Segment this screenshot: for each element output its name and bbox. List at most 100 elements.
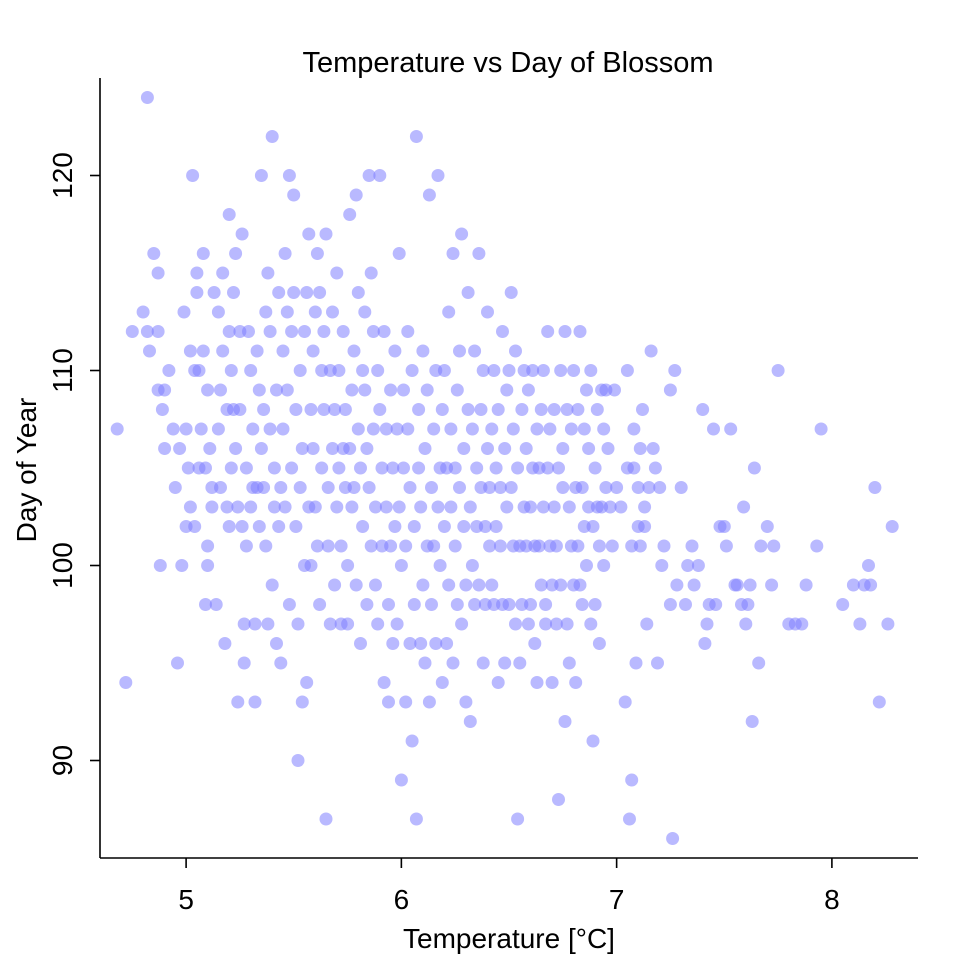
data-point (560, 617, 574, 631)
data-point (502, 364, 516, 377)
data-point (229, 247, 243, 260)
data-point (231, 500, 245, 514)
data-point (362, 481, 376, 494)
x-tick-label: 5 (178, 884, 194, 915)
data-point (158, 442, 172, 455)
data-point (175, 559, 189, 572)
data-point (881, 617, 895, 631)
data-point (347, 344, 361, 358)
data-point (485, 422, 499, 436)
data-point (575, 598, 589, 611)
data-point (259, 539, 273, 553)
y-tick-label: 90 (47, 745, 78, 776)
data-point (409, 130, 423, 143)
data-point (414, 637, 428, 650)
data-point (280, 305, 294, 319)
data-point (597, 422, 611, 436)
data-point (328, 578, 342, 592)
x-tick-label: 6 (394, 884, 410, 915)
data-point (289, 403, 303, 416)
data-point (556, 481, 570, 494)
data-point (575, 481, 589, 494)
data-point (493, 481, 507, 494)
data-point (278, 500, 292, 514)
data-point (274, 656, 288, 670)
data-point (524, 500, 537, 514)
data-point (347, 481, 361, 494)
data-point (235, 227, 249, 241)
data-point (562, 656, 576, 670)
data-point (853, 617, 867, 631)
data-point (668, 364, 682, 377)
data-point (257, 481, 271, 494)
data-point (349, 578, 363, 592)
data-point (752, 656, 766, 670)
data-point (397, 461, 410, 475)
data-point (440, 637, 454, 650)
data-point (547, 403, 561, 416)
data-point (338, 403, 352, 416)
data-point (584, 617, 598, 631)
data-point (476, 364, 490, 377)
data-point (257, 403, 271, 416)
data-point (345, 383, 359, 397)
data-point (354, 461, 367, 475)
data-point (513, 656, 527, 670)
data-point (186, 169, 200, 182)
data-point (326, 442, 339, 455)
data-point (564, 422, 578, 436)
data-point (214, 383, 227, 397)
data-point (267, 461, 281, 475)
data-point (373, 169, 387, 182)
data-point (519, 442, 533, 455)
data-point (741, 598, 755, 611)
data-point (450, 598, 464, 611)
data-point (151, 266, 165, 280)
data-point (199, 461, 212, 475)
data-point (810, 539, 824, 553)
data-point (310, 247, 324, 260)
data-point (140, 325, 154, 338)
data-point (196, 344, 210, 358)
data-point (261, 266, 275, 280)
data-point (183, 500, 197, 514)
data-point (646, 442, 660, 455)
data-point (233, 403, 247, 416)
data-point (304, 559, 318, 572)
data-point (263, 422, 277, 436)
data-point (425, 598, 438, 611)
data-point (252, 383, 266, 397)
data-point (571, 539, 585, 553)
data-point (407, 520, 421, 533)
data-point (569, 676, 583, 689)
data-point (201, 383, 215, 397)
data-point (431, 500, 445, 514)
data-point (573, 578, 587, 592)
data-point (360, 442, 374, 455)
data-point (560, 403, 574, 416)
data-point (444, 500, 458, 514)
data-point (244, 500, 258, 514)
data-point (767, 539, 781, 553)
data-point (453, 344, 466, 358)
data-point (397, 383, 410, 397)
data-point (427, 422, 441, 436)
data-point (224, 461, 238, 475)
points-layer (110, 91, 899, 845)
data-point (760, 520, 774, 533)
data-point (375, 461, 389, 475)
data-point (317, 325, 331, 338)
data-point (379, 422, 393, 436)
data-point (465, 422, 479, 436)
data-point (691, 559, 705, 572)
data-point (384, 539, 398, 553)
data-point (334, 539, 348, 553)
data-point (685, 539, 699, 553)
data-point (239, 539, 253, 553)
data-point (743, 578, 757, 592)
data-point (321, 481, 335, 494)
data-point (663, 598, 677, 611)
data-point (422, 188, 436, 202)
data-point (214, 481, 227, 494)
data-point (343, 208, 357, 221)
